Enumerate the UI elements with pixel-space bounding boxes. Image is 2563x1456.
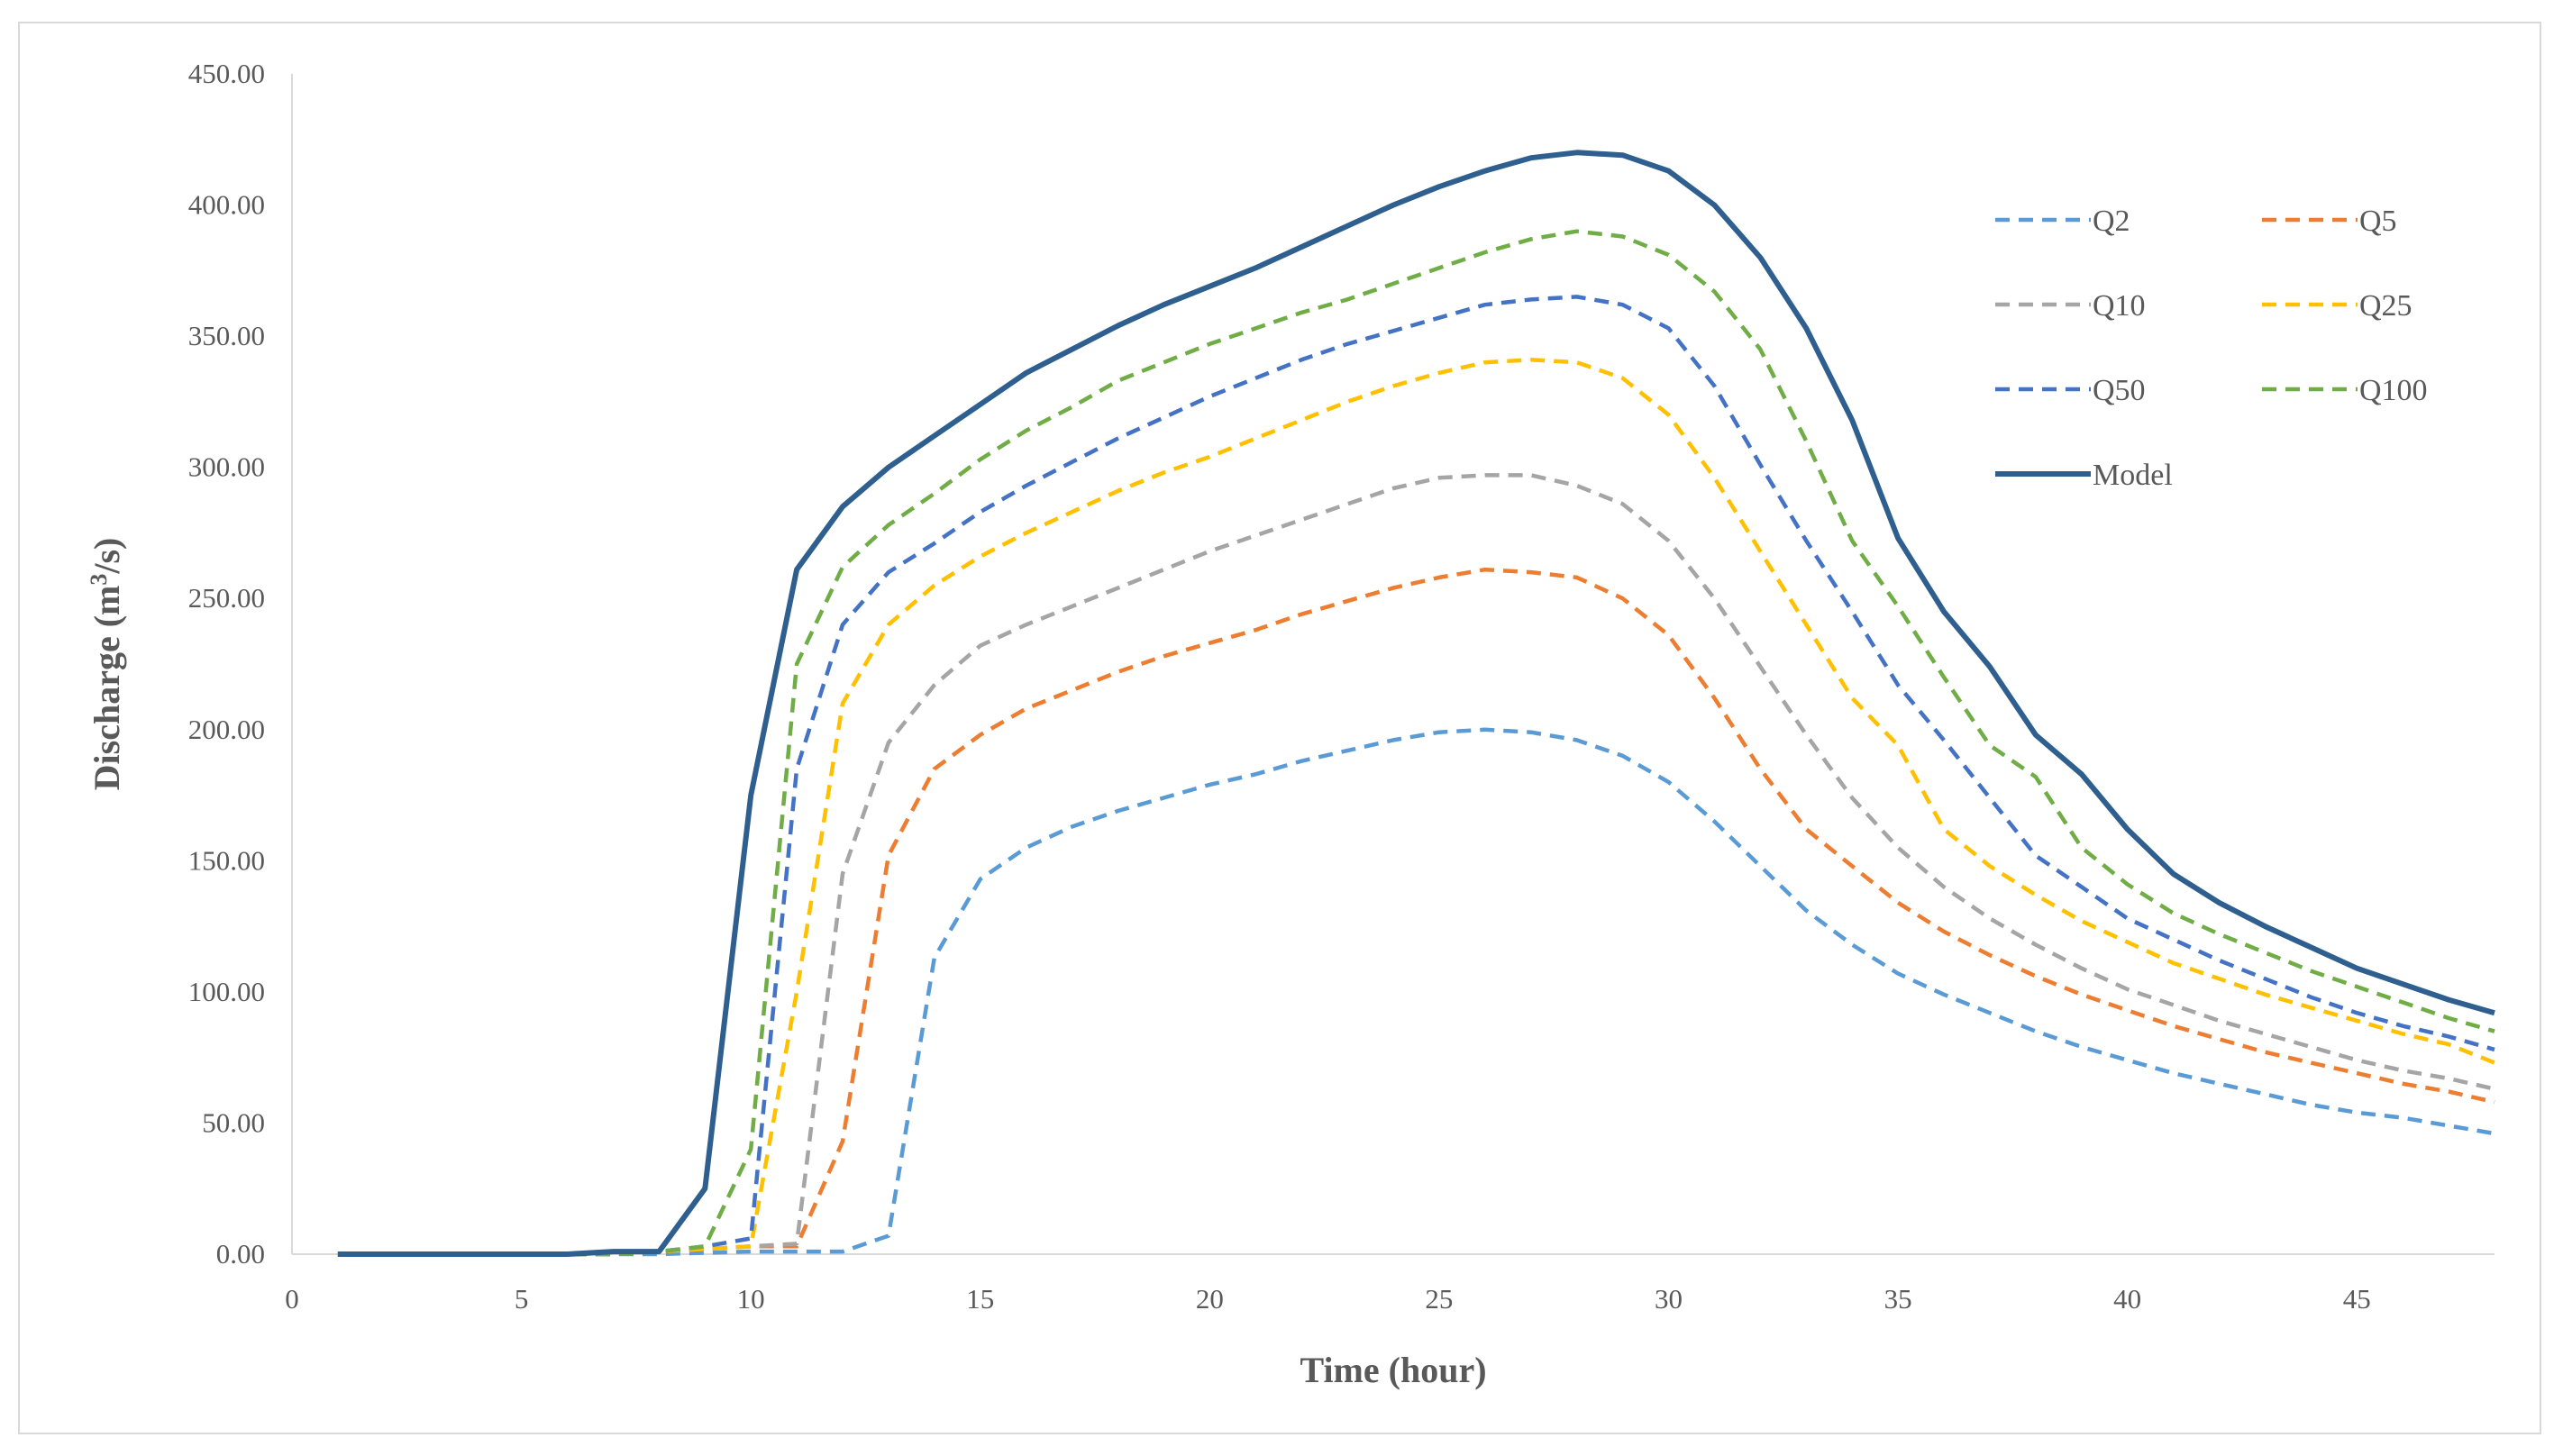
legend-label-q25: Q25 (2359, 289, 2413, 323)
y-tick-label: 200.00 (188, 714, 265, 745)
series-line-q100 (337, 229, 2495, 1257)
legend-label-q10: Q10 (2093, 289, 2146, 323)
y-tick-label: 100.00 (188, 976, 265, 1007)
x-tick-label: 40 (2113, 1283, 2141, 1315)
x-axis-title: Time (hour) (1300, 1350, 1486, 1390)
x-tick-label: 15 (966, 1283, 994, 1315)
legend-label-q100: Q100 (2359, 374, 2428, 407)
y-tick-label: 0.00 (216, 1238, 265, 1269)
series-line-model (337, 150, 2495, 1257)
y-axis-title: Discharge (m3/s) (86, 538, 127, 791)
series-layer (337, 150, 2495, 1257)
y-tick-label: 50.00 (202, 1106, 265, 1138)
x-tick-label: 0 (285, 1283, 299, 1315)
discharge-line-chart: 0.00 50.00 100.00 150.00 200.00 250.00 300.00 3… (86, 58, 2495, 1390)
x-tick-label: 25 (1425, 1283, 1453, 1315)
x-tick-label: 20 (1196, 1283, 1224, 1315)
x-tick-label: 45 (2343, 1283, 2371, 1315)
series-line-q2 (337, 727, 2495, 1257)
x-tick-label: 10 (737, 1283, 765, 1315)
x-tick-label: 5 (515, 1283, 529, 1315)
series-line-q10 (337, 473, 2495, 1257)
chart-frame: 0.00 50.00 100.00 150.00 200.00 250.00 300.00 3… (18, 22, 2541, 1434)
y-axis-title-prefix: Discharge (m (87, 586, 127, 791)
legend-label-q5: Q5 (2359, 205, 2397, 238)
x-tick-label: 30 (1655, 1283, 1683, 1315)
y-tick-label: 400.00 (188, 189, 265, 221)
legend-label-q2: Q2 (2093, 205, 2130, 238)
y-tick-label: 300.00 (188, 451, 265, 483)
y-axis-title-suffix: /s) (87, 538, 127, 575)
series-line-q25 (337, 358, 2495, 1257)
y-tick-label: 150.00 (188, 844, 265, 876)
y-tick-label: 350.00 (188, 320, 265, 351)
y-axis-ticks: 0.00 50.00 100.00 150.00 200.00 250.00 300.00 3… (188, 58, 265, 1269)
x-tick-label: 35 (1884, 1283, 1912, 1315)
legend-label-q50: Q50 (2093, 374, 2146, 407)
series-line-q50 (337, 295, 2495, 1257)
y-tick-label: 250.00 (188, 582, 265, 614)
legend: Q2 Q5 Q10 Q25 Q50 Q100 Model (1995, 205, 2428, 492)
y-axis-title-superscript: 3 (86, 574, 112, 586)
legend-label-model: Model (2093, 459, 2173, 492)
y-tick-label: 450.00 (188, 58, 265, 89)
x-axis-ticks: 0 5 10 15 20 25 30 35 40 45 (285, 1283, 2371, 1315)
